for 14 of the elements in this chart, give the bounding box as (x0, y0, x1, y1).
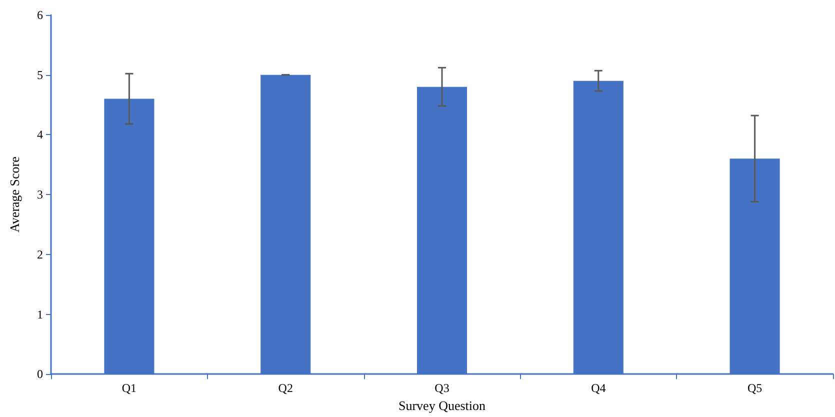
y-axis-title: Average Score (7, 156, 22, 233)
x-tick-label: Q1 (122, 381, 137, 396)
y-tick-label: 2 (37, 247, 43, 262)
y-tick-label: 1 (37, 307, 43, 322)
x-tick-label: Q3 (434, 381, 450, 396)
y-tick-label: 3 (37, 188, 43, 202)
x-tick-label: Q4 (591, 381, 606, 396)
x-tick-label: Q5 (747, 381, 762, 396)
x-tick-label: Q2 (278, 381, 293, 396)
y-tick-label: 5 (37, 68, 43, 82)
y-tick-label: 0 (37, 367, 43, 382)
x-axis-title: Survey Question (398, 398, 486, 413)
y-tick-label: 6 (37, 8, 43, 22)
y-tick-label: 4 (37, 128, 43, 142)
